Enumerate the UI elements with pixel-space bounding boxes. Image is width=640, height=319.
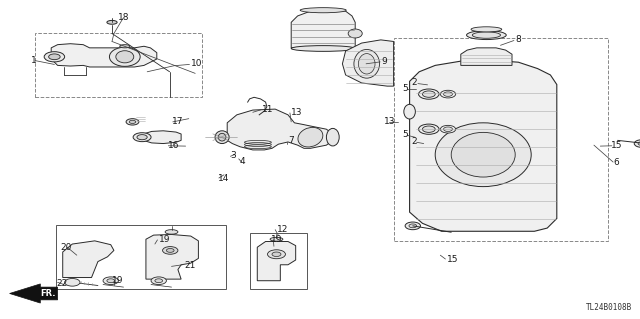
Text: 1: 1 [31,56,36,65]
Bar [394,38,608,241]
Text: 4: 4 [240,157,246,166]
Circle shape [419,124,439,134]
Polygon shape [10,284,58,303]
Circle shape [444,127,452,131]
Ellipse shape [404,104,415,119]
Text: FR.: FR. [40,289,56,298]
Text: 8: 8 [515,35,521,44]
Ellipse shape [116,51,134,63]
Ellipse shape [218,133,226,141]
Circle shape [272,252,281,256]
Polygon shape [291,10,355,48]
Circle shape [129,120,136,123]
Text: 15: 15 [447,256,458,264]
Circle shape [163,247,178,254]
Text: 5: 5 [402,84,408,93]
Ellipse shape [215,131,229,144]
Ellipse shape [109,47,140,66]
Circle shape [440,125,456,133]
Ellipse shape [451,132,515,177]
Polygon shape [410,59,557,231]
Text: 12: 12 [276,225,288,234]
Ellipse shape [270,237,283,241]
Text: 2: 2 [412,78,417,87]
Text: 18: 18 [118,13,130,22]
Ellipse shape [471,27,502,32]
Text: 19: 19 [112,276,124,285]
Circle shape [107,279,115,283]
Circle shape [268,250,285,259]
Circle shape [44,52,65,62]
Text: 19: 19 [159,235,170,244]
Circle shape [65,278,80,286]
Text: 3: 3 [230,151,236,160]
Ellipse shape [165,230,178,234]
Circle shape [440,90,456,98]
Text: 9: 9 [381,57,387,66]
Text: 17: 17 [172,117,183,126]
Ellipse shape [467,31,506,40]
Bar [35,33,202,97]
Circle shape [405,222,420,230]
Ellipse shape [435,123,531,187]
Ellipse shape [472,32,500,38]
Circle shape [634,140,640,147]
Ellipse shape [291,46,355,51]
Circle shape [49,54,60,60]
Text: 13: 13 [384,117,396,126]
Polygon shape [145,131,181,144]
Polygon shape [461,48,512,65]
Text: 15: 15 [611,141,622,150]
Circle shape [133,133,151,142]
Ellipse shape [107,20,117,24]
Ellipse shape [326,128,339,146]
Circle shape [422,126,435,132]
Polygon shape [63,241,114,278]
Circle shape [409,224,417,228]
Polygon shape [227,109,333,150]
Bar [250,233,307,289]
Circle shape [151,277,166,285]
Circle shape [166,249,174,252]
Circle shape [155,279,163,283]
Polygon shape [342,40,394,86]
Ellipse shape [298,127,323,147]
Polygon shape [51,44,157,67]
Text: 21: 21 [184,261,196,270]
Text: 14: 14 [218,174,229,183]
Bar [56,225,226,289]
Circle shape [103,277,118,285]
Ellipse shape [348,29,362,38]
Circle shape [419,89,439,99]
Circle shape [638,142,640,145]
Ellipse shape [358,54,375,74]
Polygon shape [257,241,296,281]
Text: 20: 20 [61,243,72,252]
Text: 5: 5 [402,130,408,139]
Circle shape [126,119,139,125]
Text: 10: 10 [191,59,202,68]
Text: 22: 22 [56,279,68,288]
Text: 19: 19 [271,235,283,244]
Ellipse shape [120,45,130,48]
Text: 13: 13 [291,108,303,117]
Text: 6: 6 [613,158,619,167]
Polygon shape [146,234,198,279]
Ellipse shape [354,49,380,78]
Text: 11: 11 [262,105,274,114]
Text: TL24B0108B: TL24B0108B [586,303,632,312]
Ellipse shape [300,8,346,13]
Circle shape [137,135,147,140]
Circle shape [422,91,435,97]
Text: 2: 2 [412,137,417,146]
Text: 16: 16 [168,141,179,150]
Text: 7: 7 [288,137,294,145]
Circle shape [444,92,452,96]
